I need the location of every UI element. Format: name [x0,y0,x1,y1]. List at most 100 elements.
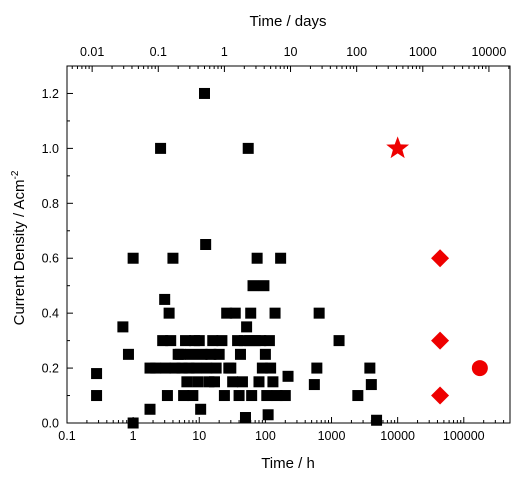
star-marker [386,136,410,159]
y-axis-title: Current Density / Acm-2 [10,170,28,325]
square-marker [127,252,139,264]
square-marker [282,370,294,382]
square-marker [169,362,181,374]
x2-tick-label: 0.1 [150,45,167,59]
square-marker [178,390,190,402]
plot-frame [66,65,511,424]
square-marker [245,307,257,319]
square-marker [233,390,245,402]
square-marker [91,390,103,402]
square-marker [267,376,279,388]
square-marker [167,252,179,264]
y-tick-label: 0.8 [42,197,59,211]
square-marker [313,307,325,319]
square-marker [144,403,156,415]
square-marker [229,307,241,319]
square-marker [253,376,265,388]
square-marker [311,362,323,374]
x2-tick-label: 1000 [409,45,437,59]
square-marker [265,362,277,374]
square-marker [352,390,364,402]
square-marker [271,390,283,402]
square-marker [247,280,259,292]
square-marker [239,412,251,424]
square-marker [234,348,246,360]
square-marker [227,376,239,388]
axes: 0.1 1 10 100 1000 10000 100000 0.0 0.2 0.4 0.6 0.8 1… [42,45,511,443]
square-marker [261,390,273,402]
square-marker [232,335,244,347]
x-tick-label: 1 [130,429,137,443]
square-marker [201,362,213,374]
y-tick-label: 1.2 [42,87,59,101]
x2-tick-label: 10 [284,45,298,59]
data-markers [91,87,488,429]
square-marker [258,280,270,292]
diamond-marker [431,249,450,268]
square-marker [159,293,171,305]
square-marker [218,390,230,402]
square-marker [255,335,267,347]
y-tick-label: 0.4 [42,307,59,321]
y-tick-label: 1.0 [42,142,59,156]
square-marker [183,362,195,374]
square-marker [269,307,281,319]
square-marker [174,348,186,360]
x2-tick-label: 1 [221,45,228,59]
square-marker [127,417,139,429]
square-marker [221,307,233,319]
square-marker [213,348,225,360]
square-marker [365,379,377,391]
square-marker [256,362,268,374]
y-tick-label: 0.6 [42,252,59,266]
square-marker [242,142,254,154]
square-marker [210,362,222,374]
square-marker [308,379,320,391]
square-marker [193,335,205,347]
square-marker [192,376,204,388]
y-tick-label: 0.2 [42,362,59,376]
square-marker [91,368,103,380]
y-axis-title-text: Current Density / Acm [11,180,28,326]
square-marker [150,362,162,374]
square-marker [236,376,248,388]
square-marker [176,362,188,374]
x2-tick-label: 0.01 [80,45,104,59]
square-marker [161,390,173,402]
x2-tick-label: 10000 [472,45,507,59]
x2-axis-title: Time / days [250,13,327,30]
diamond-marker [431,386,450,405]
square-marker [155,142,167,154]
square-marker [216,335,228,347]
square-marker [259,348,271,360]
x-axis-title: Time / h [261,455,315,472]
square-marker [144,362,156,374]
square-marker [364,362,376,374]
square-marker [187,390,199,402]
square-marker [249,335,261,347]
square-marker [181,376,193,388]
x-tick-label: 100000 [443,429,485,443]
square-marker [165,335,177,347]
x-tick-label: 100 [255,429,276,443]
square-marker [180,335,192,347]
square-marker [279,390,291,402]
square-marker [251,252,263,264]
square-marker [275,252,287,264]
y-axis-title-superscript: -2 [10,170,21,179]
x2-tick-label: 100 [346,45,367,59]
square-marker [196,348,208,360]
square-marker [157,335,169,347]
square-marker [246,390,258,402]
square-marker [163,307,175,319]
square-marker [225,362,237,374]
square-marker [371,414,383,426]
square-marker [207,335,219,347]
square-marker [205,348,217,360]
y-tick-label: 0.0 [42,417,59,431]
square-marker [262,409,274,421]
square-marker [263,335,275,347]
square-marker [208,376,220,388]
square-marker [185,348,197,360]
